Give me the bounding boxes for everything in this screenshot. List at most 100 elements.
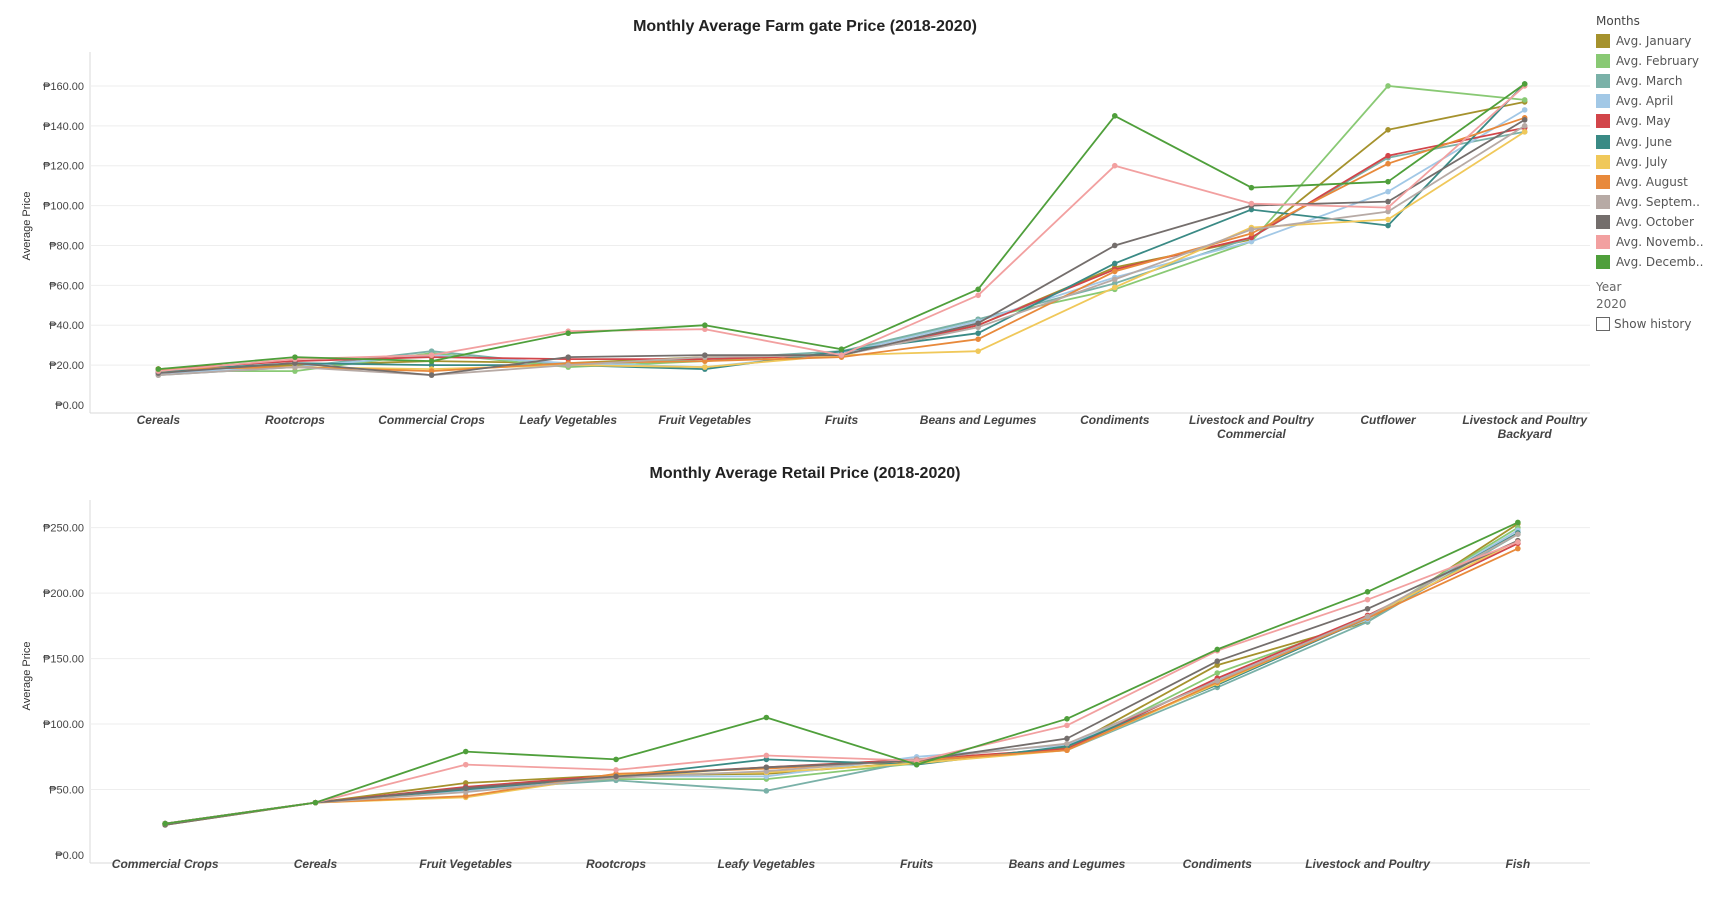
chart1-data-point-avg-august	[1111, 268, 1118, 275]
legend-item-label: Avg. July	[1616, 154, 1668, 169]
chart1-x-tick-label: Leafy Vegetables	[519, 413, 617, 427]
chart1-data-point-avg-november	[1248, 200, 1255, 207]
legend-item[interactable]: Avg. October	[1596, 212, 1706, 232]
legend-item[interactable]: Avg. May	[1596, 111, 1706, 131]
legend-item[interactable]: Avg. June	[1596, 131, 1706, 151]
chart2-series-line-avg-july	[165, 539, 1519, 826]
chart1-data-point-avg-august	[1385, 160, 1391, 167]
chart1-y-tick-label: ₱120.00	[43, 161, 84, 173]
chart1-data-point-avg-june	[1385, 222, 1391, 229]
chart2-y-tick-label: ₱200.00	[43, 588, 84, 600]
legend-item[interactable]: Avg. August	[1596, 172, 1706, 192]
chart1-data-point-avg-september	[1385, 208, 1391, 215]
chart1-data-point-avg-february	[292, 368, 298, 374]
chart1-data-point-avg-november	[975, 292, 981, 299]
legend-panel: Months Avg. January Avg. February Avg. Mar…	[1596, 14, 1706, 332]
legend-item[interactable]: Avg. March	[1596, 71, 1706, 91]
chart2-data-point-avg-december	[1214, 646, 1221, 653]
chart1-series-line-avg-november	[158, 85, 1526, 372]
chart1-data-point-avg-march	[428, 348, 435, 354]
chart1-data-point-avg-december	[1521, 81, 1528, 87]
chart1-x-tick-label: Backyard	[1498, 427, 1553, 441]
chart2-y-tick-label: ₱100.00	[43, 719, 84, 731]
legend-item-label: Avg. April	[1616, 94, 1674, 109]
chart1-data-point-avg-december	[428, 358, 435, 364]
legend-item[interactable]: Avg. January	[1596, 31, 1706, 51]
chart1-data-point-avg-november	[1111, 162, 1118, 169]
chart2-series-line-avg-march	[165, 533, 1519, 825]
chart1-x-tick-label: Condiments	[1080, 413, 1150, 427]
chart1-x-tick-label: Beans and Legumes	[920, 413, 1037, 427]
chart1-series-line-avg-august	[158, 116, 1525, 373]
legend-item[interactable]: Avg. April	[1596, 91, 1706, 111]
chart1-series-line-avg-march	[158, 130, 1525, 376]
chart1-data-point-avg-august	[975, 336, 981, 342]
chart2-data-point-avg-january	[462, 780, 469, 786]
chart1-x-axis: Cereals Rootcrops Commercial Crops Leafy Ve…	[137, 413, 1589, 441]
legend-item[interactable]: Avg. July	[1596, 152, 1706, 172]
chart2-x-tick-label: Condiments	[1183, 857, 1253, 871]
legend-swatch	[1596, 114, 1610, 129]
chart1-title: Monthly Average Farm gate Price (2018-20…	[633, 18, 977, 35]
chart2-y-axis: ₱0.00 ₱50.00 ₱100.00 ₱150.00 ₱200.00 ₱250.00	[43, 523, 84, 862]
legend-swatch	[1596, 255, 1610, 270]
chart2-series-line-avg-november	[165, 541, 1519, 825]
legend-item[interactable]: Avg. Novemb..	[1596, 232, 1706, 252]
chart1-data-point-avg-december	[565, 330, 572, 337]
chart1-data-point-avg-december	[1111, 113, 1118, 119]
chart1-data-point-avg-february	[1385, 83, 1391, 89]
legend-item[interactable]: Avg. February	[1596, 51, 1706, 71]
chart2-data-point-avg-december	[1364, 589, 1371, 595]
chart1-series-line-avg-october	[158, 119, 1526, 377]
chart1-data-point-avg-august	[702, 358, 708, 364]
chart2-series-line-avg-december	[165, 521, 1519, 825]
chart1-series-line-avg-february	[158, 85, 1525, 373]
chart1-data-point-avg-july	[1111, 284, 1118, 291]
legend-item[interactable]: Avg. Decemb..	[1596, 252, 1706, 272]
chart2-y-axis-title: Average Price	[21, 642, 33, 711]
chart2-data-point-avg-october	[462, 785, 469, 792]
chart2-data-point-avg-august	[1515, 545, 1521, 552]
year-filter-value[interactable]: 2020	[1596, 297, 1627, 312]
chart1-data-point-avg-october	[428, 372, 435, 378]
chart1-x-tick-label: Commercial	[1217, 427, 1286, 441]
chart1-y-axis-title: Average Price	[21, 192, 33, 261]
chart2-title: Monthly Average Retail Price (2018-2020)	[650, 465, 961, 482]
chart2-data-point-avg-december	[162, 820, 168, 827]
chart2-y-tick-label: ₱250.00	[43, 523, 84, 535]
chart1-data-point-avg-february	[1521, 97, 1528, 103]
chart2-series-line-avg-january	[165, 522, 1519, 826]
chart2-data-point-avg-october	[613, 773, 619, 780]
chart2-data-point-avg-january	[1214, 662, 1221, 668]
chart2-series-lines	[162, 519, 1521, 828]
legend-item-label: Avg. Septem..	[1616, 194, 1700, 209]
chart2-data-point-avg-october	[1214, 658, 1221, 665]
chart2-data-point-avg-november	[1064, 722, 1070, 729]
show-history-checkbox[interactable]	[1596, 317, 1610, 332]
chart2-data-point-avg-november	[1364, 596, 1371, 603]
legend-item[interactable]: Avg. Septem..	[1596, 192, 1706, 212]
chart2-data-point-avg-september	[1515, 531, 1521, 537]
chart1-x-tick-label: Fruit Vegetables	[658, 413, 751, 427]
chart1-x-tick-label: Livestock and Poultry	[1462, 413, 1588, 427]
chart1-data-point-avg-november	[838, 352, 845, 358]
legend-item-label: Avg. Decemb..	[1616, 255, 1704, 270]
show-history-toggle[interactable]: Show history	[1596, 317, 1706, 332]
chart1-y-tick-label: ₱80.00	[49, 240, 84, 252]
chart1-data-point-avg-june	[1111, 260, 1118, 267]
chart1-data-point-avg-september	[1248, 226, 1255, 233]
chart1-data-point-avg-october	[1111, 242, 1118, 249]
chart1-data-point-avg-september	[1111, 276, 1118, 283]
chart1-series-line-avg-june	[158, 83, 1526, 372]
chart1-series-line-avg-april	[158, 109, 1526, 374]
chart2-series-line-avg-august	[165, 547, 1519, 825]
chart1-data-point-avg-june	[428, 362, 435, 368]
chart2-data-point-avg-december	[913, 761, 920, 768]
chart1-data-point-avg-march	[1111, 280, 1118, 287]
chart1-data-point-avg-january	[1385, 127, 1391, 133]
chart1-data-point-avg-september	[292, 364, 298, 370]
chart2-data-point-avg-november	[1515, 539, 1521, 545]
chart2-x-tick-label: Cereals	[294, 857, 338, 871]
chart1-data-point-avg-june	[1248, 206, 1255, 213]
legend-swatch	[1596, 234, 1610, 249]
